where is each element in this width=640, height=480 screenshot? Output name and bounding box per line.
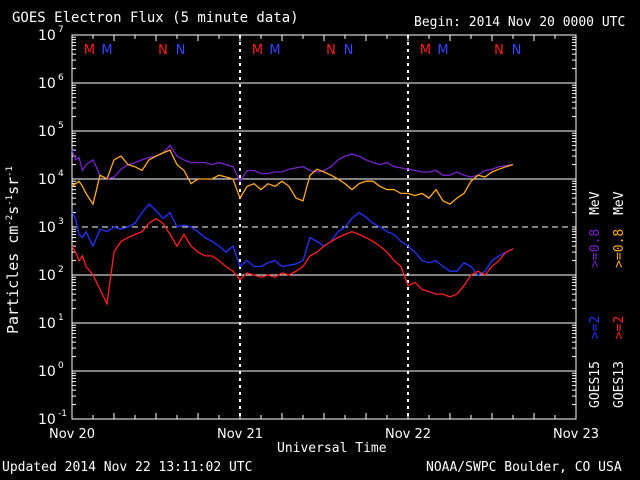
- y-tick-label: 10: [38, 412, 56, 428]
- x-axis-label: Universal Time: [277, 441, 387, 456]
- y-tick-exponent: 2: [58, 265, 64, 275]
- grid-lines: [71, 35, 577, 419]
- x-tick-label: Nov 20: [49, 427, 95, 442]
- event-marker: N: [176, 43, 186, 58]
- updated-time: Updated 2014 Nov 22 13:11:02 UTC: [2, 460, 253, 475]
- legend-goes13-high: >=0.8: [612, 228, 627, 268]
- legend-goes13-unit: MeV: [612, 191, 627, 215]
- event-marker: N: [494, 43, 504, 58]
- y-tick-exponent: 5: [58, 121, 64, 131]
- y-tick-label: 10: [38, 268, 56, 284]
- event-marker: M: [420, 43, 431, 58]
- event-marker: N: [512, 43, 522, 58]
- y-tick-label: 10: [38, 28, 56, 44]
- legend-goes15-low: >=2: [588, 315, 603, 340]
- event-marker: N: [344, 43, 354, 58]
- credit: NOAA/SWPC Boulder, CO USA: [426, 460, 622, 475]
- legend-goes15-sat: GOES15: [588, 361, 603, 408]
- series-line-1: [71, 149, 514, 206]
- event-marker: M: [252, 43, 263, 58]
- legend-goes13-sat: GOES13: [612, 361, 627, 408]
- y-tick-exponent: 3: [58, 217, 64, 227]
- legend-goes15-unit: MeV: [588, 191, 603, 215]
- y-tick-exponent: 0: [58, 361, 64, 371]
- legend-goes15-high: >=0.8: [588, 228, 603, 268]
- event-marker: M: [269, 43, 280, 58]
- y-tick-label: 10: [38, 76, 56, 92]
- y-tick-exponent: 4: [58, 169, 64, 179]
- series-line-0: [71, 144, 514, 183]
- event-marker: M: [101, 43, 112, 58]
- x-tick-label: Nov 21: [217, 427, 263, 442]
- y-tick-label: 10: [38, 316, 56, 332]
- x-tick-labels: Nov 20 Nov 21 Nov 22 Nov 23: [49, 427, 599, 442]
- x-tick-label: Nov 23: [553, 427, 599, 442]
- y-tick-label: 10: [38, 220, 56, 236]
- chart-title: GOES Electron Flux (5 minute data): [12, 10, 299, 26]
- series-line-2: [71, 203, 514, 276]
- y-tick-exponent: -1: [58, 409, 67, 419]
- begin-time: Begin: 2014 Nov 20 0000 UTC: [414, 15, 626, 30]
- series-line-3: [71, 217, 514, 307]
- legend-goes15: GOES15 >=2 >=0.8 MeV: [588, 191, 603, 408]
- y-tick-label: 10: [38, 364, 56, 380]
- y-tick-exponent: 7: [58, 25, 64, 35]
- legend-goes13-low: >=2: [612, 315, 627, 340]
- event-marker: M: [84, 43, 95, 58]
- y-axis-label-text: Particles cm-2s-1sr-1: [4, 166, 22, 334]
- y-axis-label: Particles cm-2s-1sr-1: [4, 166, 22, 334]
- event-marker: N: [326, 43, 336, 58]
- data-series: [71, 144, 514, 307]
- y-tick-label: 10: [38, 124, 56, 140]
- y-tick-exponent: 1: [58, 313, 64, 323]
- y-tick-exponent: 6: [58, 73, 64, 83]
- event-marker: N: [158, 43, 168, 58]
- x-tick-label: Nov 22: [385, 427, 431, 442]
- event-marker: M: [437, 43, 448, 58]
- legend-goes13: GOES13 >=2 >=0.8 MeV: [612, 191, 627, 408]
- y-tick-label: 10: [38, 172, 56, 188]
